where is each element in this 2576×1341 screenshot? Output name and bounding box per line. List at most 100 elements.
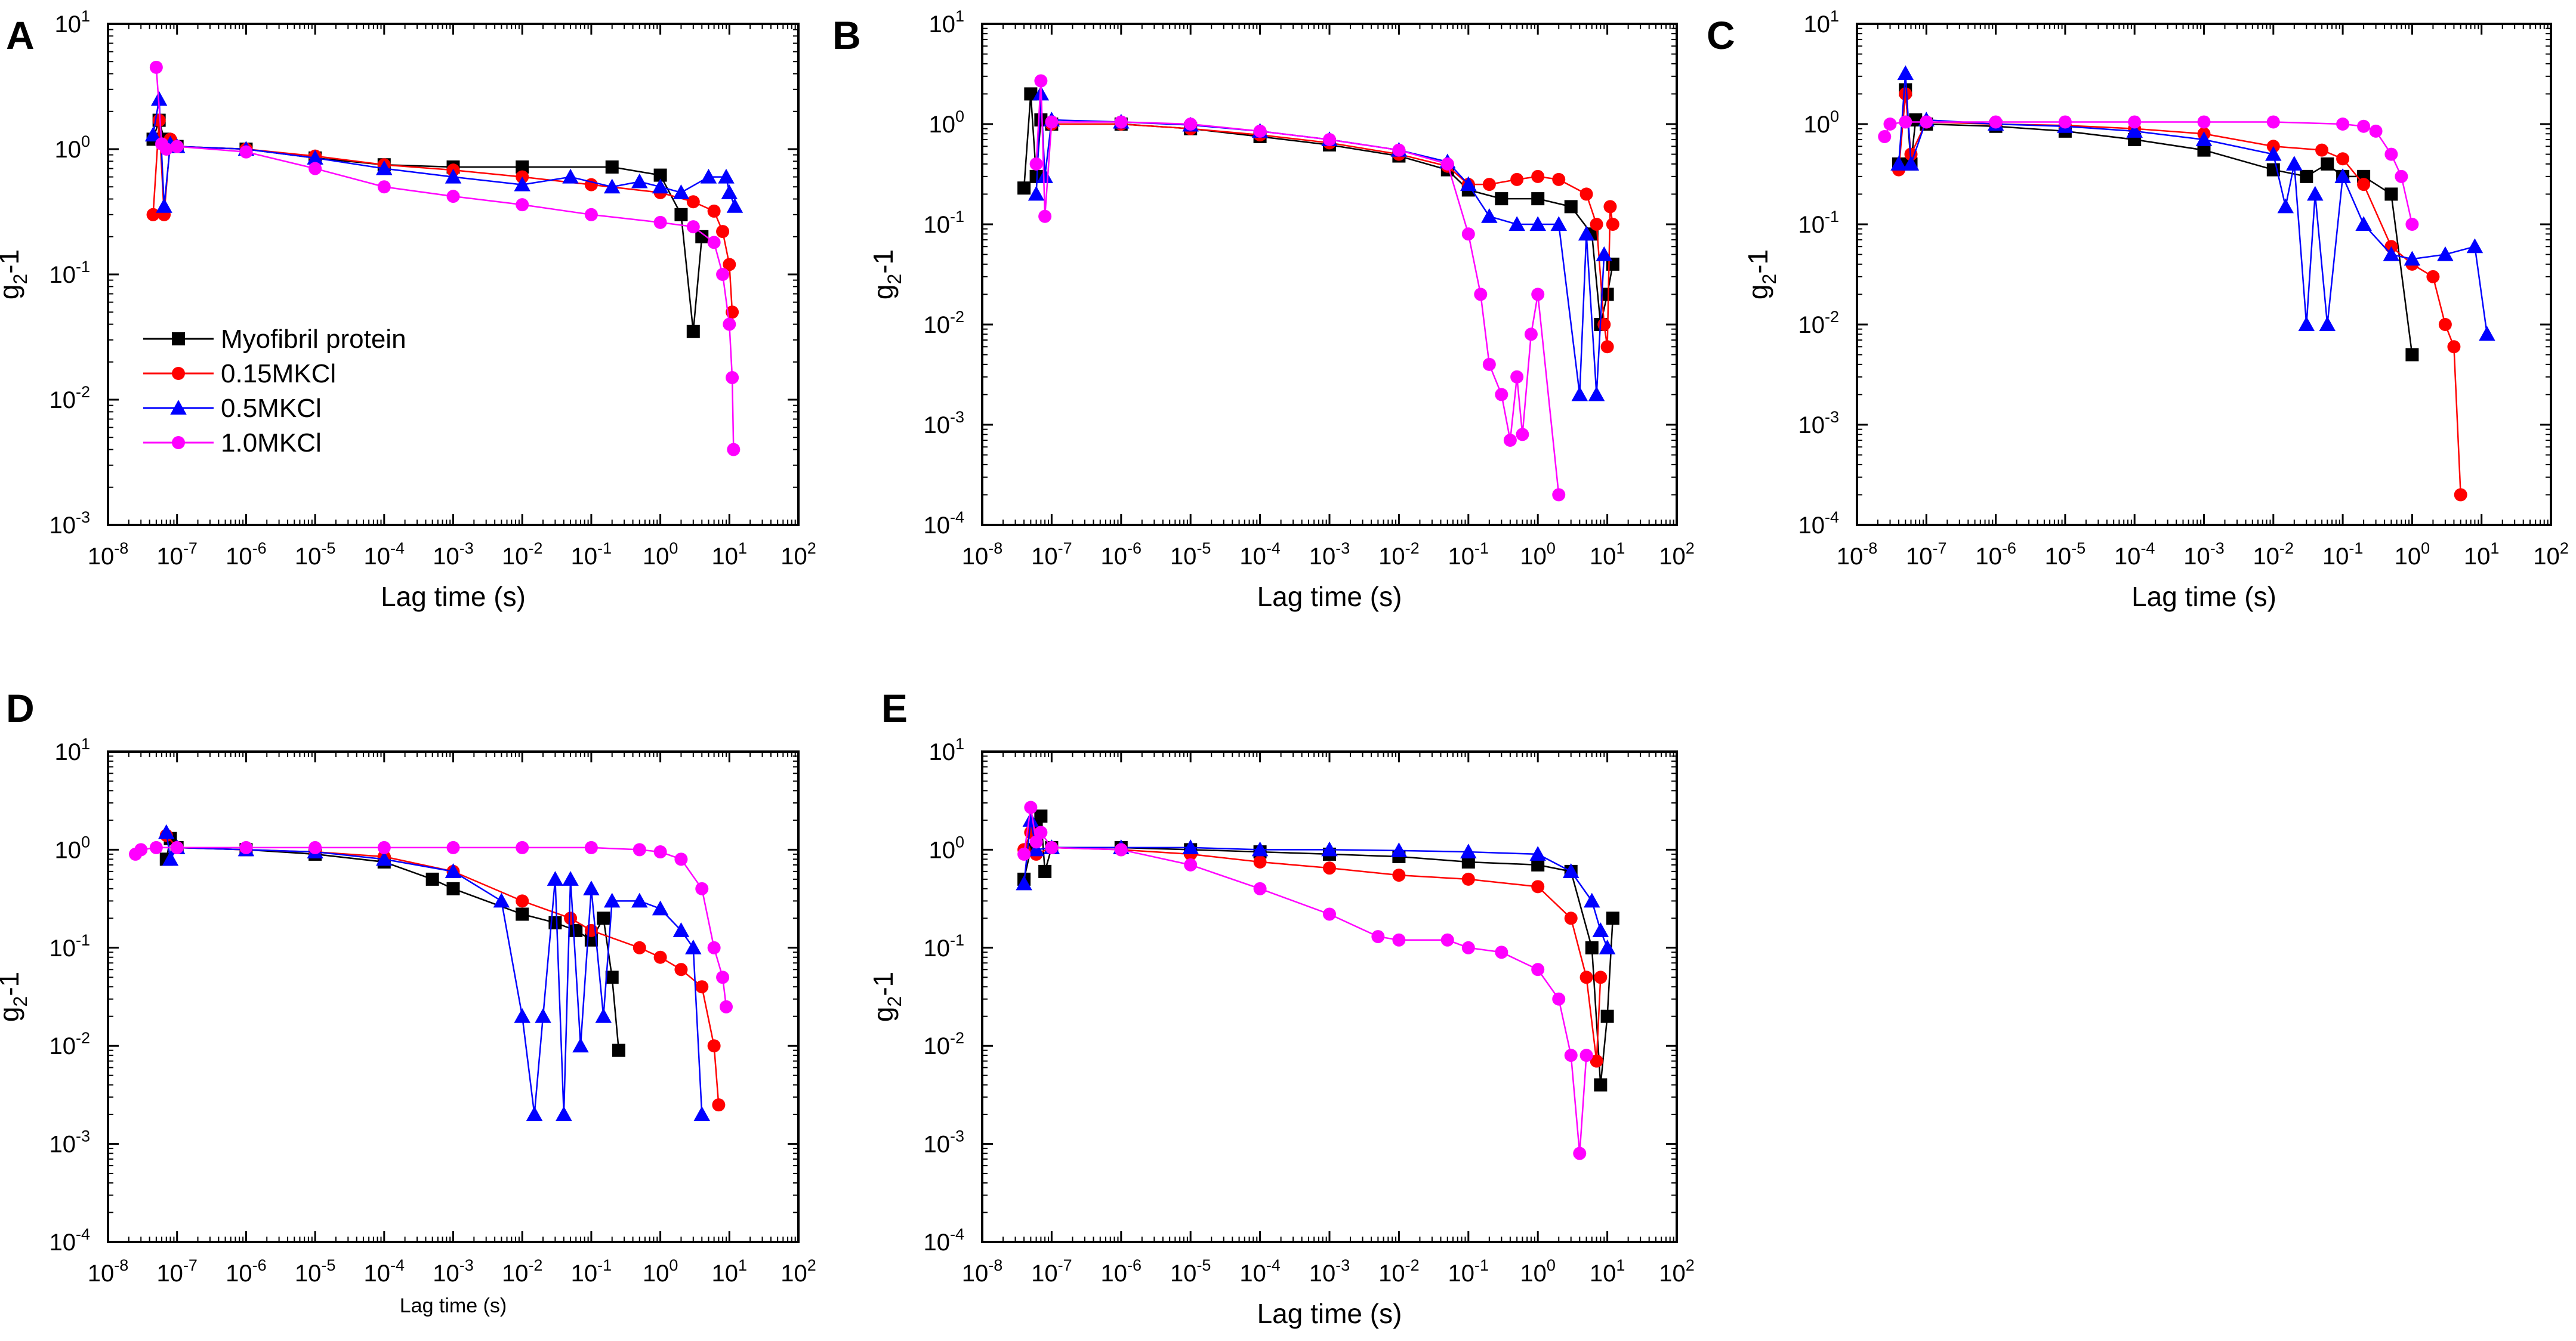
data-point (1392, 869, 1406, 882)
data-point (631, 173, 648, 189)
data-point (653, 950, 667, 964)
data-point (1440, 157, 1454, 171)
plot-frame (981, 23, 1678, 526)
data-point (672, 184, 690, 199)
x-tick-label: 10-4 (1239, 1256, 1281, 1287)
data-point (1899, 115, 1912, 129)
data-point (2128, 115, 2142, 129)
x-tick-label: 10-7 (156, 1256, 198, 1287)
x-tick-label: 10-1 (2322, 539, 2364, 570)
x-axis-title: Lag time (s) (381, 581, 526, 612)
x-tick-label: 10-5 (295, 1256, 336, 1287)
x-tick-label: 10-4 (1239, 539, 1281, 570)
data-point (1392, 143, 1406, 157)
data-point (612, 1043, 625, 1057)
data-point (1579, 1049, 1593, 1062)
series-0-15mkcl (1892, 87, 2467, 502)
series-1-0mkcl (1878, 115, 2419, 231)
data-point (1482, 357, 1496, 371)
data-point (1989, 115, 2003, 129)
data-point (2383, 246, 2400, 261)
panel-label: E (881, 686, 908, 730)
data-point (1590, 218, 1603, 231)
data-point (1531, 880, 1545, 894)
data-point (674, 963, 688, 977)
data-point (1600, 340, 1614, 354)
data-point (1323, 133, 1336, 147)
data-point (653, 168, 667, 182)
data-point (1578, 225, 1595, 241)
series-line (1023, 807, 1587, 1154)
data-point (2357, 178, 2371, 191)
data-point (158, 824, 175, 839)
data-point (1440, 933, 1454, 947)
y-axis-title: g2-1 (868, 972, 905, 1022)
data-point (1482, 178, 1496, 191)
data-point (605, 160, 619, 174)
y-tick-label: 10-1 (923, 208, 964, 238)
data-point (1890, 156, 1907, 171)
series-myofibril-protein (1017, 809, 1619, 1092)
data-point (1253, 882, 1267, 895)
data-point (1045, 115, 1059, 129)
x-axis-title: Lag time (s) (1257, 581, 1402, 612)
legend-label: Myofibril protein (221, 325, 406, 354)
data-point (693, 1106, 711, 1121)
data-point (1461, 872, 1475, 886)
data-point (1182, 839, 1199, 854)
series-0-15mkcl (159, 829, 726, 1112)
series-0-15mkcl (146, 113, 739, 319)
x-tick-label: 10-3 (433, 1256, 474, 1287)
data-point (2126, 123, 2143, 138)
data-point (2265, 146, 2282, 161)
data-point (1524, 327, 1538, 341)
data-point (1550, 216, 1567, 231)
data-point (685, 940, 702, 954)
data-point (445, 863, 462, 878)
x-tick-label: 10-3 (2183, 539, 2225, 570)
data-point (307, 150, 323, 165)
data-point (1460, 843, 1477, 859)
data-point (2447, 340, 2461, 354)
data-point (2438, 318, 2452, 331)
x-tick-label: 10-5 (1170, 539, 1211, 570)
data-point (2369, 124, 2383, 138)
series-line (152, 118, 703, 332)
data-point (514, 1008, 530, 1023)
data-point (718, 168, 735, 184)
data-point (1503, 434, 1517, 447)
x-tick-label: 101 (1590, 1256, 1625, 1287)
data-point (1585, 941, 1599, 954)
series-myofibril-protein (146, 113, 709, 338)
y-tick-label: 100 (54, 833, 90, 863)
data-point (162, 851, 179, 866)
data-point (1592, 922, 1609, 937)
data-point (445, 168, 462, 184)
series-line (1898, 94, 2461, 495)
data-point (2319, 316, 2336, 331)
legend-label: 1.0MKCl (221, 428, 322, 458)
data-point (2058, 115, 2072, 129)
x-tick-label: 102 (1659, 539, 1695, 570)
data-point (1034, 826, 1048, 839)
x-tick-label: 100 (1520, 539, 1556, 570)
data-point (376, 851, 393, 866)
y-tick-label: 10-3 (49, 508, 90, 539)
data-point (2479, 326, 2495, 341)
data-point (727, 443, 741, 456)
data-point (1034, 809, 1048, 823)
data-point (603, 178, 621, 194)
data-point (1495, 192, 1508, 206)
data-point (1529, 846, 1546, 861)
data-point (631, 892, 648, 908)
data-point (1371, 930, 1385, 944)
data-point (1253, 124, 1267, 138)
x-tick-label: 102 (780, 539, 816, 570)
data-point (159, 143, 173, 156)
data-point (674, 852, 688, 866)
data-point (562, 168, 579, 184)
data-point (156, 197, 172, 213)
data-point (1606, 911, 1619, 925)
data-point (1878, 129, 1892, 143)
data-point (1531, 169, 1545, 183)
